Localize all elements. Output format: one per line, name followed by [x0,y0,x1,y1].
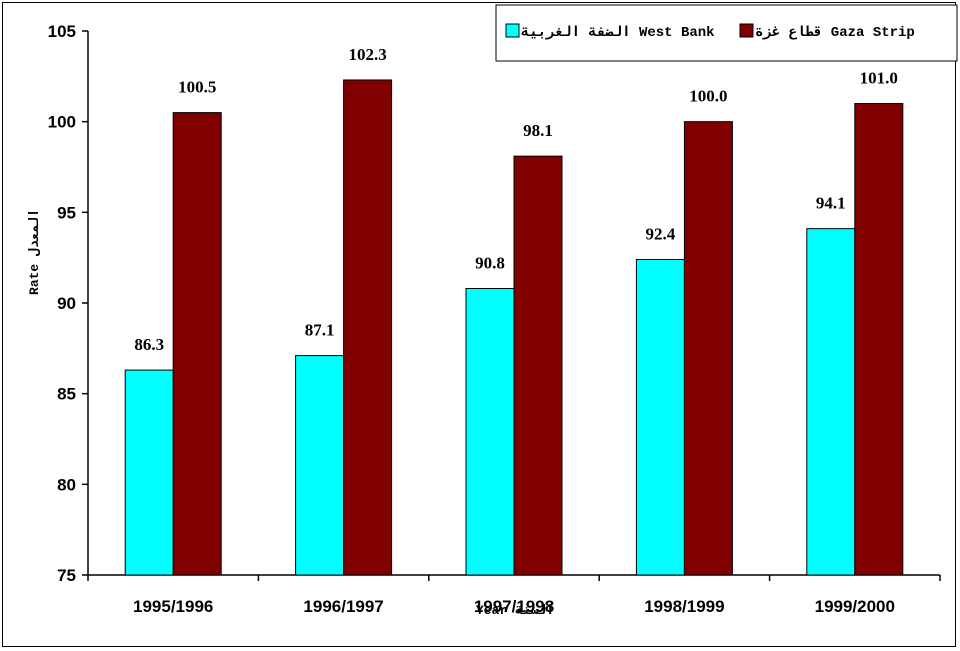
x-axis-title: Year السنة [476,603,554,618]
legend-box [495,4,958,62]
y-tick-label: 100 [48,113,76,132]
legend-label-west-bank: الضفة الغربية West Bank [521,25,715,41]
plot-area: 75 80 85 90 95 100 105 86.3 100.5 1995/1996 87.1 10… [48,22,941,616]
bar-gaza-strip [513,155,563,576]
bar-west-bank [806,228,856,576]
data-label: 101.0 [860,69,898,88]
data-label: 92.4 [646,224,676,243]
bar-gaza-strip [854,103,904,576]
bar-west-bank [124,369,174,576]
x-tick-label: 1996/1997 [303,597,383,616]
y-tick-label: 85 [57,385,76,404]
bar-west-bank [465,287,515,576]
x-tick-label: 1997/1998 [474,597,554,616]
data-label: 100.0 [689,87,727,106]
legend: الضفة الغربية West Bank قطاع غزة Gaza St… [495,4,958,62]
data-label: 98.1 [523,121,553,140]
y-tick-label: 95 [57,203,76,222]
data-label: 90.8 [475,253,505,272]
legend-swatch-west-bank [505,23,520,38]
bar-gaza-strip [683,121,733,576]
x-tick-label: 1995/1996 [133,597,213,616]
y-tick-label: 90 [57,294,76,313]
data-label: 87.1 [305,321,335,340]
bar-west-bank [295,355,345,576]
y-tick-label: 75 [57,566,76,585]
x-tick-label: 1999/2000 [815,597,895,616]
legend-label-gaza-strip: قطاع غزة Gaza Strip [755,25,915,41]
bar-gaza-strip [343,79,393,576]
legend-swatch-gaza-strip [739,23,754,38]
y-tick-label: 80 [57,475,76,494]
data-label: 86.3 [134,335,164,354]
data-label: 100.5 [178,78,216,97]
y-axis-title: Rate المعدل [27,209,42,295]
data-label: 102.3 [348,45,386,64]
x-tick-label: 1998/1999 [644,597,724,616]
data-label: 94.1 [816,194,846,213]
bar-west-bank [635,258,685,576]
bar-gaza-strip [172,112,222,576]
y-tick-label: 105 [48,22,76,41]
